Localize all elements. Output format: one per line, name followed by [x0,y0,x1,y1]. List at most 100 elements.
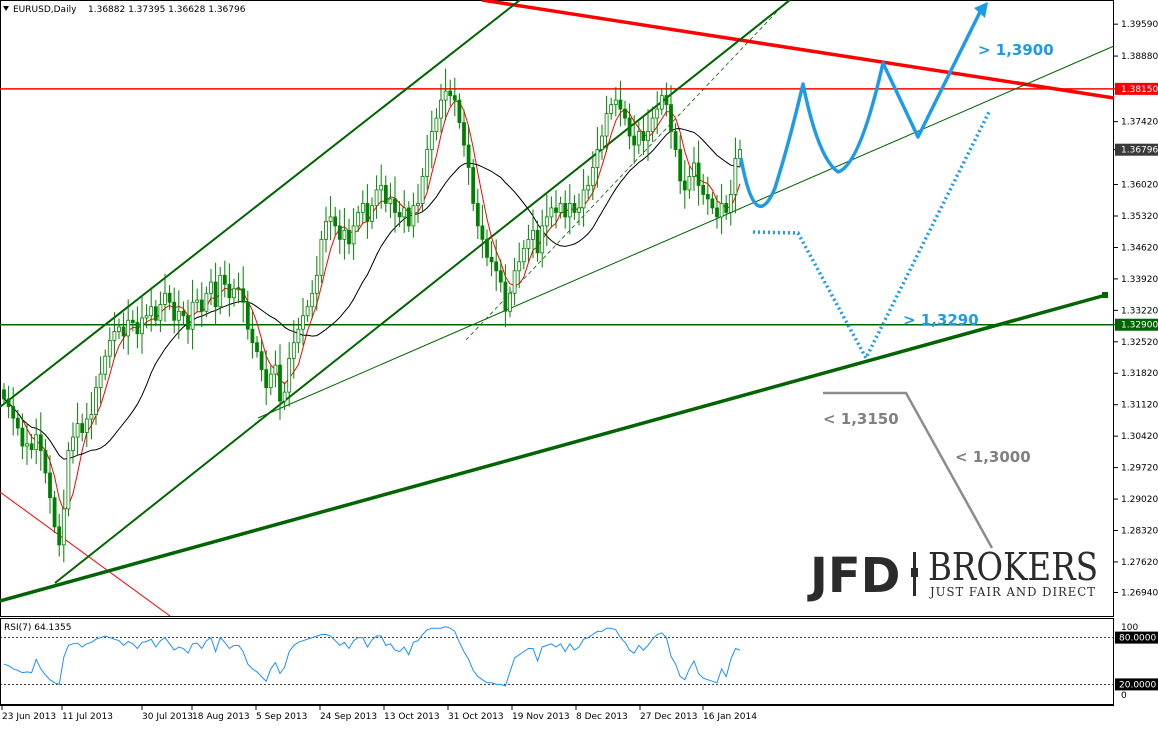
rsi-tick-label: 0 [1121,691,1127,701]
candle-body [186,315,190,330]
candle-body [107,340,112,357]
candle-body [370,205,374,222]
price-tick-label: 1.37420 [1121,118,1158,128]
collapse-triangle-icon[interactable] [3,6,9,11]
candle-body [25,443,29,447]
candle-body [452,95,457,101]
target-support-label: > 1,3290 [903,311,979,329]
candle-body [153,306,158,321]
candle-body [595,149,600,168]
date-tick-label: 27 Dec 2013 [640,712,698,722]
candle-body [701,185,706,195]
candle-body [416,203,420,207]
candle-body [673,131,678,150]
candle-body [623,108,627,119]
candle-body [52,497,57,528]
candle-body [245,301,250,330]
ohlc-readout: 1.36882 1.37395 1.36628 1.36796 [88,5,246,15]
price-tag-bg [1115,143,1158,156]
candle-body [218,274,223,308]
candle-body [140,317,144,335]
candle-body [632,135,637,146]
candle-body [80,423,85,433]
candle-body [393,198,397,213]
candle-body [563,203,568,218]
rsi-line [3,626,741,687]
candle-body [259,351,264,371]
candle-body [374,189,379,207]
trendline-handle [1102,292,1108,298]
date-tick-label: 30 Jul 2013 [142,712,193,722]
candle-body [360,203,365,213]
candle-body [627,117,632,137]
candle-body [2,389,6,400]
rsi-title: RSI(7) 64.1355 [4,623,71,633]
candle-body [462,122,466,146]
target-down-1-label: < 1,3150 [823,410,899,428]
candle-body [351,225,356,245]
price-tick-label: 1.35320 [1121,212,1158,222]
candle-body [282,391,287,402]
svg-text:JFD: JFD [807,548,901,604]
candle-body [586,185,591,191]
date-tick-label: 24 Sep 2013 [320,712,377,722]
candle-body [692,162,696,177]
rsi-layer [0,626,1114,687]
candle-body [61,508,66,546]
price-tick-label: 1.30420 [1121,432,1158,442]
candle-body [112,331,117,341]
candle-body [650,117,655,132]
candle-body [365,203,370,222]
candle-body [512,270,517,294]
candle-body [503,281,508,312]
dotted-forecast-path [752,109,992,362]
candle-body [434,117,439,132]
candle-body [728,194,733,213]
date-tick-label: 5 Sep 2013 [256,712,307,722]
candle-body [554,207,558,213]
candle-body [126,319,131,337]
candle-body [130,319,135,323]
forecast-arrow-icon [974,2,988,18]
candle-body [356,212,361,227]
candle-body [98,373,103,389]
price-tick-label: 1.36796 [1121,146,1158,156]
candle-body [324,220,328,240]
candle-body [296,328,301,344]
candle-body [659,95,664,110]
candle-body [255,342,259,353]
candle-body [604,113,609,137]
candle-body [439,99,443,119]
price-tick-label: 1.32900 [1121,321,1158,331]
candle-body [480,225,485,240]
candle-body [333,216,338,227]
candle-body [572,203,577,213]
candle-body [181,310,186,317]
candle-body [84,418,89,433]
candle-body [342,229,347,240]
candle-body [443,90,448,101]
candle-body [34,434,39,451]
candle-body [241,288,246,303]
candle-body [135,322,140,335]
candle-body [291,342,296,359]
price-tick-label: 1.28320 [1121,526,1158,536]
candle-body [204,292,209,312]
descending-resistance-trendline [481,0,1115,100]
price-tick-label: 1.26940 [1121,588,1158,598]
candle-body [494,261,499,272]
date-tick-label: 23 Jun 2013 [2,712,56,722]
candle-body [535,229,540,254]
candle-body [278,364,282,402]
rising-support-line [257,45,1115,419]
candle-body [457,99,462,123]
candle-body [425,149,430,177]
long-term-support-trendline [0,293,1107,603]
target-down-2-label: < 1,3000 [955,448,1031,466]
candle-body [682,180,687,191]
candle-body [158,304,163,321]
candle-body [402,207,407,218]
candle-body [222,274,227,285]
svg-text:BROKERS: BROKERS [928,545,1098,589]
